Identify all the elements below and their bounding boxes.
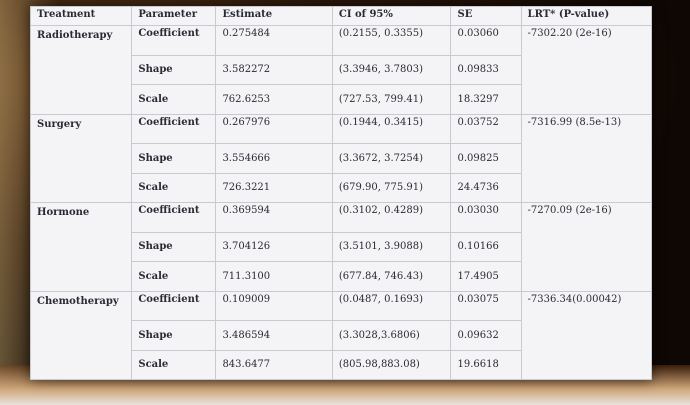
header-treatment: Treatment bbox=[29, 6, 133, 26]
results-table-sheet: Treatment Parameter Estimate CI of 95% S… bbox=[29, 6, 653, 380]
ci-cell: (677.84, 746.43) bbox=[331, 261, 452, 292]
parameter-cell: Shape bbox=[131, 143, 217, 174]
parameter-cell: Coefficient bbox=[131, 25, 217, 56]
table-row: Scale 762.6253 (727.53, 799.41) 18.3297 bbox=[31, 84, 652, 115]
estimate-cell: 3.704126 bbox=[215, 231, 333, 262]
parameter-cell: Scale bbox=[131, 84, 217, 115]
parameter-cell: Shape bbox=[131, 54, 217, 85]
table-row: Surgery Coefficient 0.267976 (0.1944, 0.… bbox=[29, 113, 653, 203]
ci-cell: (0.1944, 0.3415) bbox=[331, 113, 452, 144]
estimate-cell: 843.6477 bbox=[215, 349, 333, 380]
treatment-cell: Radiotherapy bbox=[29, 25, 133, 115]
treatment-cell: Surgery bbox=[29, 113, 133, 203]
ci-cell: (3.3672, 3.7254) bbox=[331, 143, 452, 174]
header-estimate: Estimate bbox=[215, 6, 333, 26]
se-cell: 19.6618 bbox=[450, 349, 522, 380]
parameter-cell: Coefficient bbox=[131, 202, 217, 233]
se-cell: 0.09833 bbox=[450, 54, 522, 85]
parameter-cell: Scale bbox=[131, 172, 217, 203]
results-table: Treatment Parameter Estimate CI of 95% S… bbox=[29, 6, 653, 380]
se-cell: 0.09632 bbox=[450, 320, 522, 351]
parameter-cell: Coefficient bbox=[131, 113, 217, 144]
estimate-cell: 0.109009 bbox=[215, 290, 333, 321]
ci-cell: (0.2155, 0.3355) bbox=[331, 25, 452, 56]
ci-cell: (679.90, 775.91) bbox=[331, 172, 452, 203]
treatment-cell: Chemotherapy bbox=[29, 290, 133, 380]
header-lrt: LRT* (P-value) bbox=[520, 6, 653, 26]
se-cell: 0.03030 bbox=[450, 202, 522, 233]
se-cell: 0.03752 bbox=[450, 113, 522, 144]
lrt-cell: -7302.20 (2e-16) bbox=[520, 25, 653, 115]
parameter-cell: Scale bbox=[131, 261, 217, 292]
parameter-cell: Shape bbox=[131, 231, 217, 262]
se-cell: 0.03075 bbox=[450, 290, 522, 321]
estimate-cell: 711.3100 bbox=[215, 261, 333, 292]
lrt-cell: -7270.09 (2e-16) bbox=[520, 202, 653, 292]
estimate-cell: 0.369594 bbox=[215, 202, 333, 233]
header-row: Treatment Parameter Estimate CI of 95% S… bbox=[29, 6, 653, 26]
ci-cell: (0.0487, 0.1693) bbox=[331, 290, 452, 321]
se-cell: 24.4736 bbox=[450, 172, 522, 203]
se-cell: 17.4905 bbox=[450, 261, 522, 292]
parameter-cell: Shape bbox=[131, 320, 217, 351]
table-row: Radiotherapy Coefficient 0.275484 (0.215… bbox=[29, 25, 653, 115]
lrt-cell: -7316.99 (8.5e-13) bbox=[520, 113, 653, 203]
parameter-cell: Coefficient bbox=[131, 290, 217, 321]
header-parameter: Parameter bbox=[131, 6, 217, 26]
se-cell: 0.10166 bbox=[450, 231, 522, 262]
se-cell: 18.3297 bbox=[450, 84, 522, 115]
estimate-cell: 0.275484 bbox=[215, 25, 333, 56]
table-row: Chemotherapy Coefficient 0.109009 (0.048… bbox=[29, 290, 653, 380]
table-row: Shape 3.704126 (3.5101, 3.9088) 0.10166 bbox=[31, 231, 652, 262]
estimate-cell: 3.486594 bbox=[215, 320, 333, 351]
table-row: Scale 711.3100 (677.84, 746.43) 17.4905 bbox=[31, 261, 652, 292]
estimate-cell: 0.267976 bbox=[215, 113, 333, 144]
table-row: Hormone Coefficient 0.369594 (0.3102, 0.… bbox=[29, 202, 653, 292]
header-se: SE bbox=[450, 6, 522, 26]
estimate-cell: 762.6253 bbox=[215, 84, 333, 115]
se-cell: 0.09825 bbox=[450, 143, 522, 174]
table-row: Scale 843.6477 (805.98,883.08) 19.6618 bbox=[31, 349, 652, 380]
ci-cell: (805.98,883.08) bbox=[331, 349, 452, 380]
estimate-cell: 726.3221 bbox=[215, 172, 333, 203]
treatment-cell: Hormone bbox=[29, 202, 133, 292]
ci-cell: (727.53, 799.41) bbox=[331, 84, 452, 115]
lrt-cell: -7336.34(0.00042) bbox=[520, 290, 653, 380]
header-ci: CI of 95% bbox=[331, 6, 452, 26]
ci-cell: (0.3102, 0.4289) bbox=[331, 202, 452, 233]
parameter-cell: Scale bbox=[131, 349, 217, 380]
estimate-cell: 3.554666 bbox=[215, 143, 333, 174]
ci-cell: (3.3028,3.6806) bbox=[331, 320, 452, 351]
ci-cell: (3.5101, 3.9088) bbox=[331, 231, 452, 262]
se-cell: 0.03060 bbox=[450, 25, 522, 56]
ci-cell: (3.3946, 3.7803) bbox=[331, 54, 452, 85]
table-row: Shape 3.554666 (3.3672, 3.7254) 0.09825 bbox=[31, 143, 652, 174]
estimate-cell: 3.582272 bbox=[215, 54, 333, 85]
table-row: Shape 3.582272 (3.3946, 3.7803) 0.09833 bbox=[31, 54, 652, 85]
